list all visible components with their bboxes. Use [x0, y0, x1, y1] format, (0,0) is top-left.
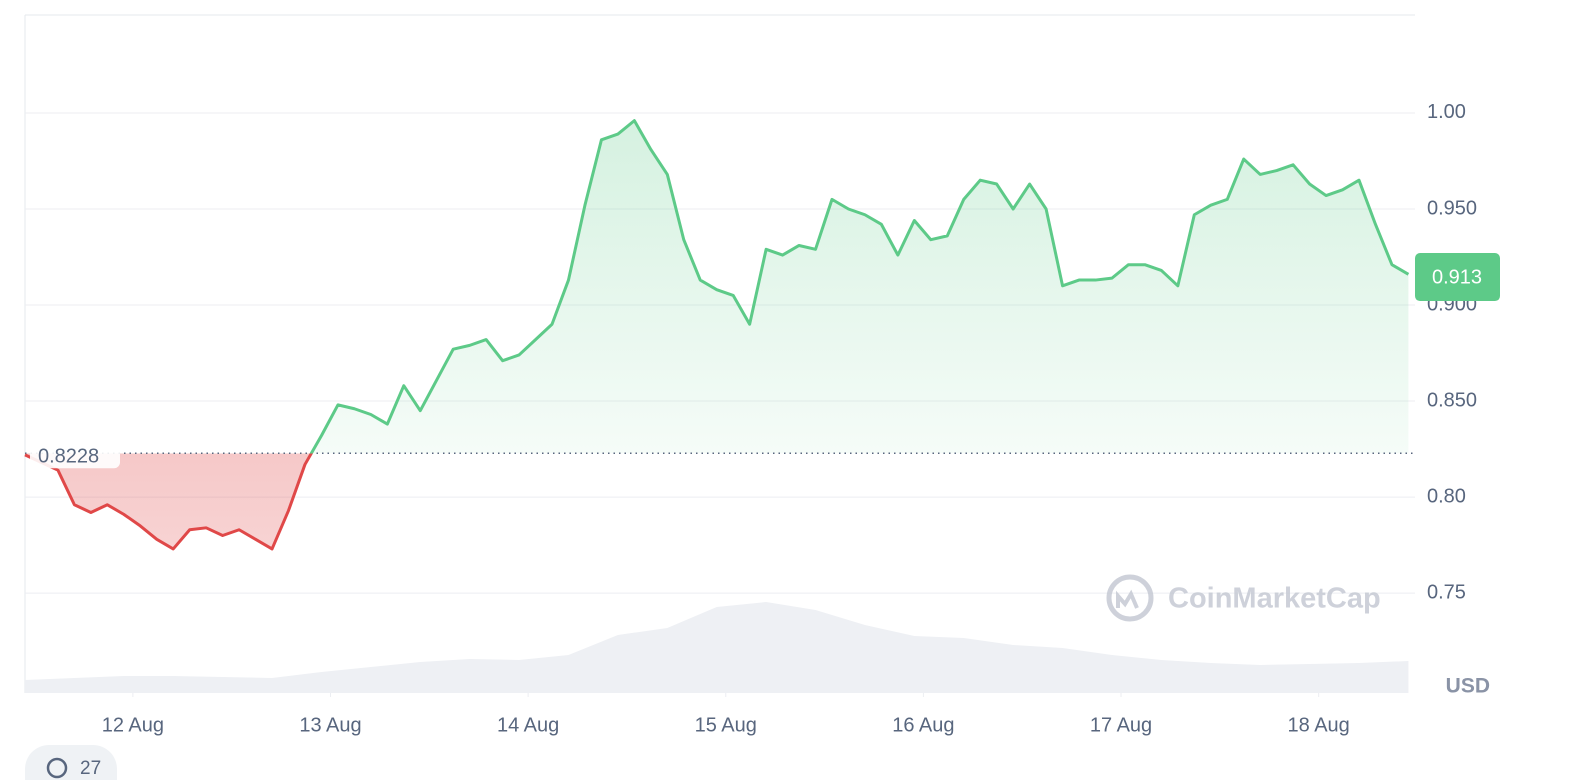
current-price-tag — [1415, 253, 1500, 302]
watermark-text: CoinMarketCap — [1168, 583, 1381, 615]
watermark-logo-mark — [1116, 589, 1139, 609]
history-button-bg[interactable] — [25, 745, 117, 780]
y-tick-label: 0.75 — [1427, 581, 1466, 603]
y-tick-label: 0.950 — [1427, 197, 1477, 219]
watermark-logo — [1106, 574, 1154, 622]
x-tick-label: 17 Aug — [1090, 714, 1152, 736]
y-tick-label: 1.00 — [1427, 101, 1466, 123]
volume-area — [25, 602, 1409, 693]
baseline-label-bg — [30, 436, 120, 469]
y-tick-label: 0.850 — [1427, 389, 1477, 411]
x-tick-label: 14 Aug — [497, 714, 559, 736]
price-line — [24, 119, 1410, 551]
x-tick-label: 15 Aug — [695, 714, 757, 736]
current-price-label: 0.913 — [1432, 266, 1482, 288]
currency-label: USD — [1446, 675, 1490, 698]
x-tick-label: 18 Aug — [1288, 714, 1350, 736]
baseline-label: 0.8228 — [38, 446, 99, 468]
x-tick-label: 16 Aug — [892, 714, 954, 736]
history-count: 27 — [80, 758, 101, 779]
watermark: CoinMarketCap — [1106, 574, 1381, 622]
y-tick-label: 0.80 — [1427, 485, 1466, 507]
history-button[interactable]: 27 — [25, 745, 117, 780]
x-tick-label: 12 Aug — [102, 714, 164, 736]
x-tick-label: 13 Aug — [299, 714, 361, 736]
price-area — [25, 120, 1409, 549]
history-icon — [46, 757, 68, 779]
